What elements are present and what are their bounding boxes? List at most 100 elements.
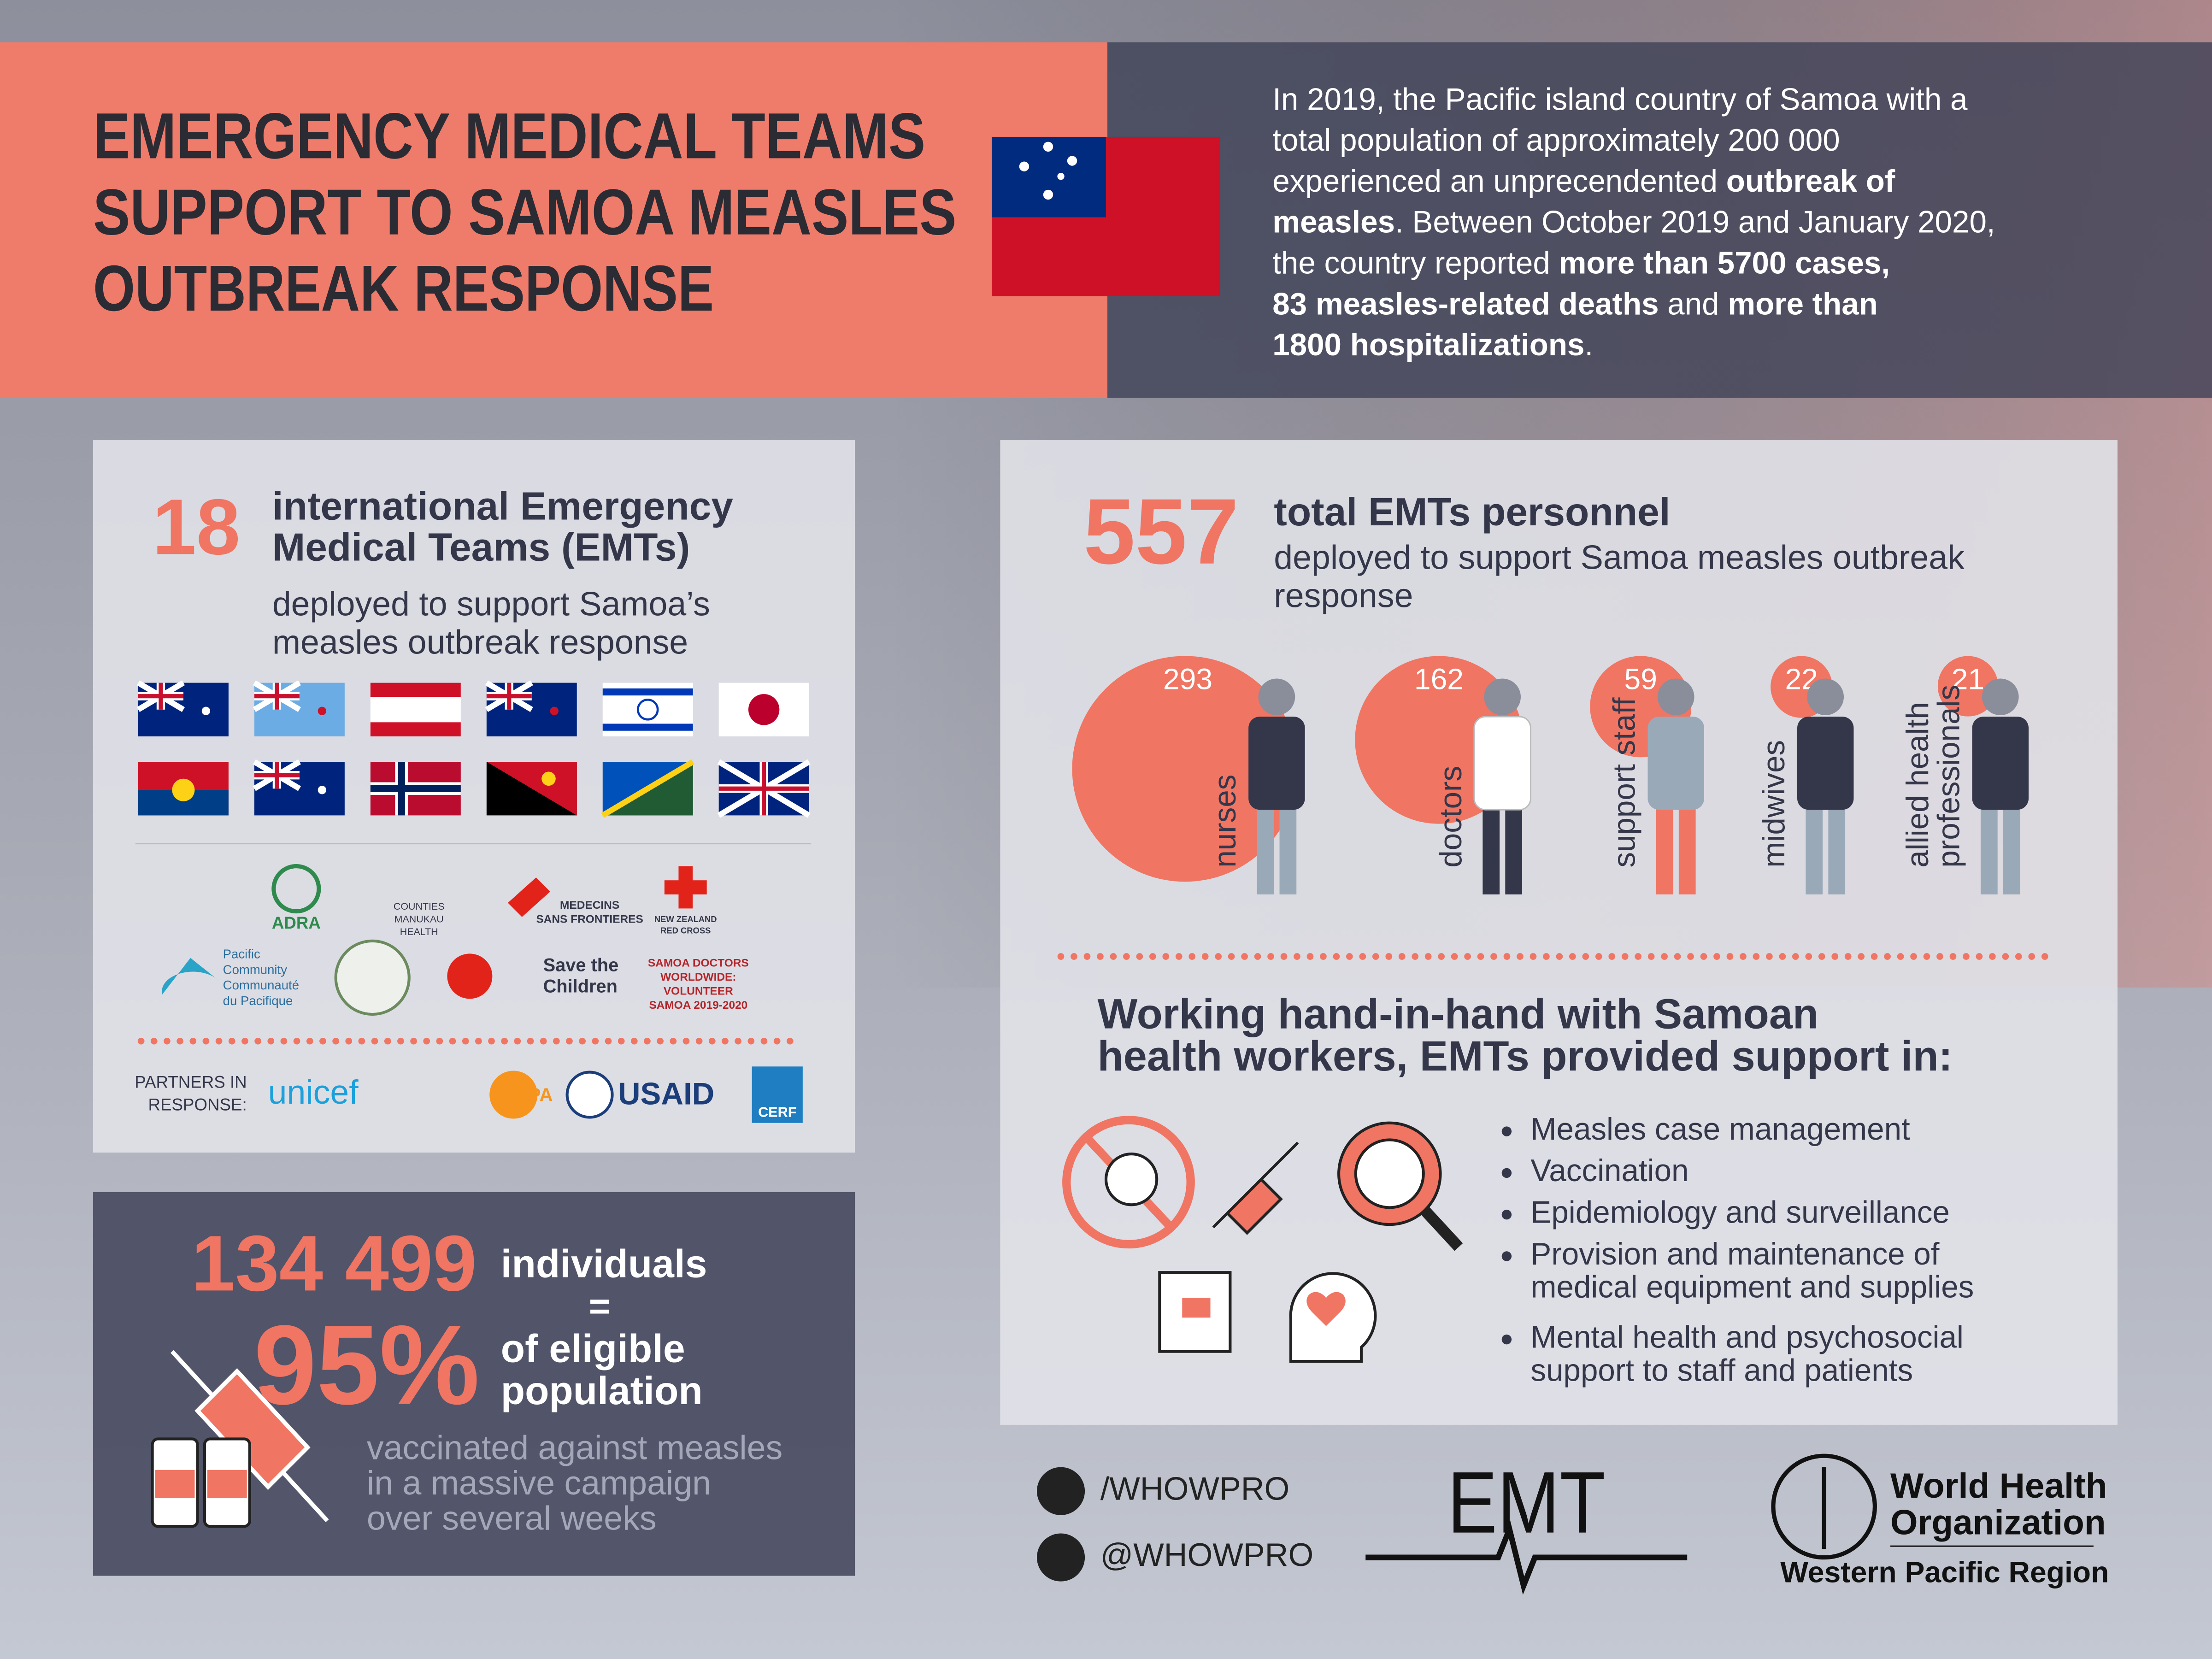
organization-name: VOLUNTEER: [664, 985, 733, 998]
emt-pulse: [1365, 1520, 1688, 1595]
flag: [601, 759, 694, 818]
adra-icon: [271, 864, 321, 914]
dot-divider: [786, 1037, 794, 1045]
intro-run: more than 5700 cases,: [1559, 246, 1890, 280]
support-heading: health workers, EMTs provided support in…: [1098, 1033, 1953, 1080]
organization-name: Pacific: [223, 947, 260, 961]
dot-divider: [630, 1037, 638, 1045]
dot-divider: [553, 1037, 560, 1045]
dot-divider: [358, 1037, 365, 1045]
intro-box: [1107, 42, 2212, 398]
organization-name: NEW ZEALAND: [654, 914, 717, 924]
dot-divider: [1294, 953, 1300, 960]
who-name: Organization: [1890, 1503, 2106, 1542]
dot-divider: [1149, 953, 1156, 960]
dot-divider: [1884, 953, 1891, 960]
individuals-count: 134 499: [191, 1219, 477, 1307]
intro-line: 83 measles-related deaths and more than: [1272, 287, 1878, 321]
dot-divider: [618, 1037, 625, 1045]
dot-divider: [423, 1037, 430, 1045]
person-leg: [1656, 804, 1673, 894]
vaccination-note: in a massive campaign: [367, 1464, 711, 1502]
role-bubble: [1072, 656, 1298, 882]
flag: [370, 682, 461, 736]
dot-divider: [708, 1037, 716, 1045]
flag: [486, 762, 577, 816]
icon-lens-inner: [1354, 1138, 1425, 1209]
dot-divider: [1700, 953, 1707, 960]
bullet: [1501, 1168, 1512, 1178]
dot-divider: [1057, 953, 1065, 960]
dot-divider: [1963, 953, 1970, 960]
samoa-flag: [992, 136, 1220, 296]
intro-run: .: [1584, 328, 1593, 362]
facebook-icon: [1037, 1467, 1085, 1515]
flag: [718, 682, 809, 736]
dot-divider: [1306, 953, 1314, 960]
dot-divider: [1136, 953, 1143, 960]
dot-divider: [1280, 953, 1288, 960]
dot-divider: [2002, 953, 2009, 960]
dot-divider: [332, 1037, 339, 1045]
flag-bird: [541, 771, 556, 786]
intro-run: In 2019, the Pacific island country of S…: [1272, 82, 1968, 117]
dot-divider: [1215, 953, 1222, 960]
vaccination-note: vaccinated against measles: [367, 1428, 782, 1466]
dot-divider: [1123, 953, 1130, 960]
personnel-total: 557: [1083, 479, 1239, 583]
dot-divider: [1438, 953, 1445, 960]
dot-divider: [1162, 953, 1170, 960]
bullet: [1501, 1334, 1512, 1345]
dot-divider: [579, 1037, 586, 1045]
dot-divider: [682, 1037, 690, 1045]
intro-run: 83 measles-related deaths: [1272, 287, 1659, 321]
person-leg: [1828, 804, 1846, 894]
icon-handle: [1420, 1206, 1463, 1251]
flag-star: [201, 706, 211, 716]
organization-name: SAMOA 2019-2020: [649, 999, 747, 1012]
dot-divider: [1503, 953, 1511, 960]
flag-cross: [254, 682, 300, 710]
person-icon: [1248, 678, 1305, 894]
dot-divider: [1897, 953, 1904, 960]
dot-divider: [1936, 953, 1943, 960]
dot-divider: [540, 1037, 547, 1045]
organization-name: ADRA: [272, 913, 321, 932]
person-head: [1807, 678, 1844, 716]
person-icon: [1972, 678, 2029, 894]
icon-ring: [1062, 1116, 1195, 1249]
dot-divider: [1779, 953, 1786, 960]
dot-divider: [475, 1037, 482, 1045]
bullet: [1501, 1210, 1512, 1220]
percent-label: population: [501, 1369, 703, 1413]
twitter-handle: @WHOWPRO: [1100, 1536, 1313, 1573]
flag: [717, 759, 811, 818]
dot-divider: [1831, 953, 1839, 960]
dot-divider: [1647, 953, 1655, 960]
personnel-heading: total EMTs personnel: [1274, 490, 1670, 534]
teams-subtext: deployed to support Samoa’s: [272, 585, 710, 623]
organization-name: Community: [223, 962, 288, 977]
support-item: medical equipment and supplies: [1530, 1270, 1974, 1305]
intro-run: more than: [1728, 287, 1877, 321]
dot-divider: [1424, 953, 1432, 960]
dot-divider: [1359, 953, 1366, 960]
role-count: 59: [1624, 663, 1657, 696]
support-item: support to staff and patients: [1530, 1353, 1913, 1388]
dot-divider: [1844, 953, 1852, 960]
flag: [253, 759, 345, 816]
support-item: Epidemiology and surveillance: [1530, 1195, 1949, 1230]
red-cross-icon: [664, 866, 707, 909]
person-torso: [1248, 717, 1305, 810]
support-icons: [1062, 1116, 1463, 1363]
vaccination-note: over several weeks: [367, 1499, 657, 1537]
role-count: 293: [1163, 663, 1212, 696]
person-head: [1982, 678, 2019, 716]
dot-divider: [1635, 953, 1642, 960]
support-item: Mental health and psychosocial: [1530, 1320, 1963, 1354]
dot-divider: [176, 1037, 183, 1045]
person-icon: [1647, 678, 1704, 894]
dot-divider: [2028, 953, 2036, 960]
role-label: allied health: [1900, 702, 1935, 867]
icon-heart: [1306, 1292, 1346, 1326]
